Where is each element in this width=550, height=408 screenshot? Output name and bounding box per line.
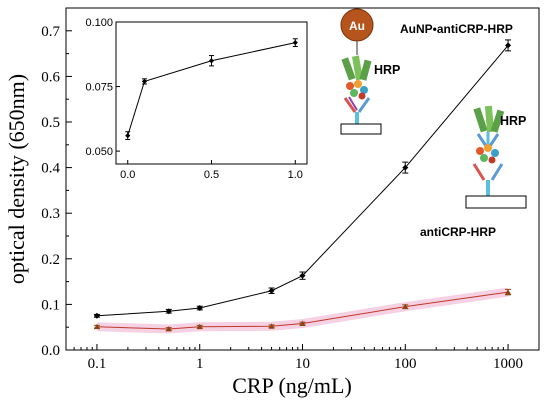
x-axis-title: CRP (ng/mL) (232, 373, 352, 398)
data-point (299, 272, 306, 279)
inset-plot-frame (115, 21, 308, 165)
surface-box-icon (340, 123, 382, 135)
y-tick-label: 0.4 (41, 161, 60, 177)
y-tick-label: 0.6 (41, 69, 60, 85)
y-tick-label: 0.3 (41, 206, 60, 222)
capture-antibody-icon-2 (472, 163, 504, 196)
y-axis-title: optical density (650nm) (4, 74, 29, 284)
hrp-label-1: HRP (374, 63, 400, 77)
hrp-enzyme-icon-2 (473, 105, 505, 133)
y-tick-label: 0.5 (41, 115, 60, 131)
hrp-label-2: HRP (500, 114, 526, 128)
data-point (402, 303, 409, 310)
data-point (165, 308, 172, 315)
y-tick-label: 0.2 (41, 252, 60, 268)
x-tick-label: 10 (295, 356, 310, 372)
y-tick-label: 0.7 (41, 24, 60, 40)
inset-data-point (125, 133, 131, 139)
inset-series-line (127, 42, 296, 136)
inset-plot-layer: 0.0 0.5 1.0 0.050 0.075 0.100 (85, 17, 302, 181)
data-point (505, 289, 512, 295)
inset-x-tick-label: 1.0 (288, 169, 303, 181)
antibody-icon-2 (476, 132, 500, 147)
crp-antigen-icon (346, 80, 368, 100)
inset-x-tick-label: 0.5 (204, 169, 219, 181)
inset-data-point (141, 78, 148, 84)
data-point (268, 323, 275, 329)
inset-y-tick-label: 0.100 (85, 17, 113, 29)
au-label: Au (349, 19, 365, 33)
anticrp-hrp-schematic: HRP (465, 105, 527, 209)
data-point (299, 320, 306, 326)
data-point (402, 164, 409, 171)
antibody-icon (343, 96, 371, 124)
inset-data-point (292, 40, 298, 46)
data-point (196, 323, 203, 330)
crp-antigen-icon-2 (476, 144, 499, 164)
data-point (165, 326, 172, 332)
conjugate-label: AuNP•antiCRP-HRP (400, 22, 513, 36)
x-tick-label: 1000 (493, 356, 523, 372)
inset-y-tick-label: 0.050 (85, 146, 113, 158)
y-tick-label: 0.1 (41, 297, 60, 313)
data-point (93, 323, 100, 330)
x-tick-label: 1 (196, 356, 204, 372)
aunp-conjugate-schematic: Au HRP (340, 8, 400, 135)
x-tick-label: 100 (394, 356, 417, 372)
hrp-enzyme-icon (341, 55, 372, 81)
data-point (196, 305, 203, 312)
data-point (268, 287, 275, 294)
y-tick-label: 0.0 (41, 343, 60, 359)
data-point (93, 312, 100, 319)
main-plot-layer: 0.1 1 10 100 1000 0.0 0.1 0.2 0.3 0.4 0.5 0.6 0.7 (41, 24, 540, 372)
inset-x-tick-label: 0.0 (120, 169, 135, 181)
inset-y-tick-label: 0.075 (85, 82, 113, 94)
x-tick-label: 0.1 (88, 356, 107, 372)
surface-box-icon-2 (465, 195, 527, 209)
data-point (505, 42, 512, 49)
anti-label: antiCRP-HRP (420, 225, 496, 239)
inset-data-point (208, 58, 215, 64)
